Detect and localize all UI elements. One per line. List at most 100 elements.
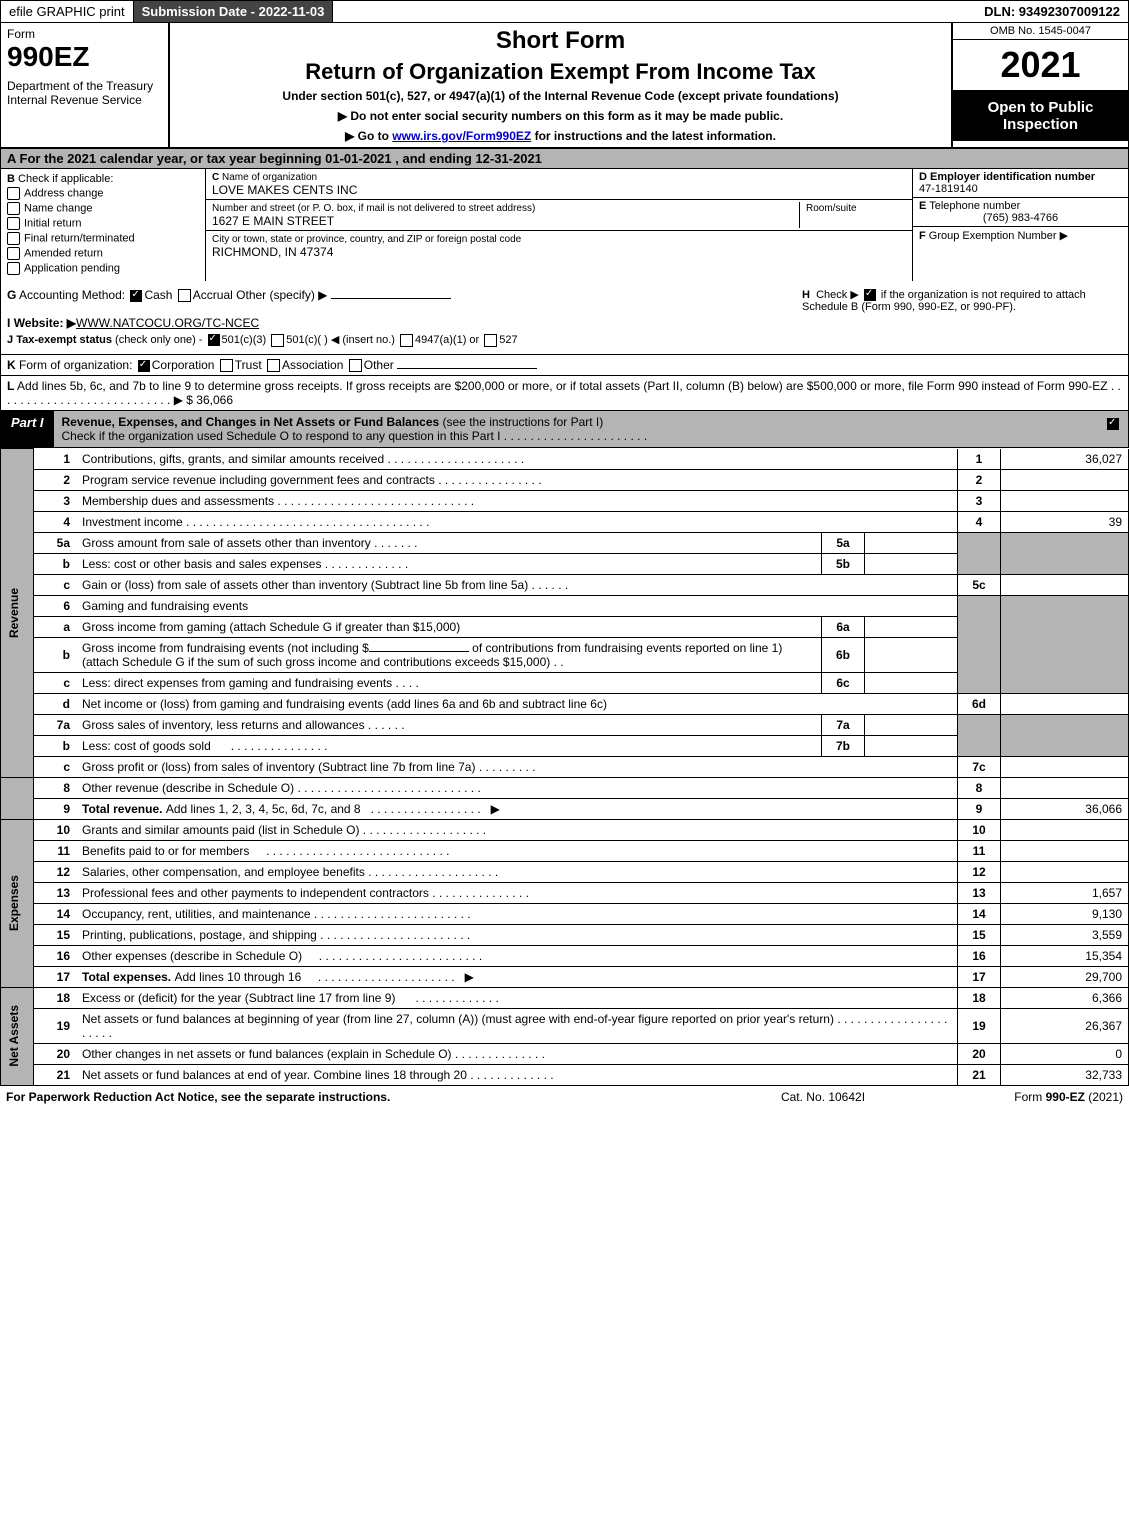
check-icon bbox=[208, 334, 220, 346]
gross-receipts-value: 36,066 bbox=[196, 393, 233, 407]
phone-value: (765) 983-4766 bbox=[919, 212, 1122, 224]
dept-treasury: Department of the Treasury Internal Reve… bbox=[7, 79, 162, 107]
form-number: 990EZ bbox=[7, 41, 162, 73]
table-row: 9 Total revenue. Add lines 1, 2, 3, 4, 5… bbox=[1, 798, 1129, 819]
line17-value: 29,700 bbox=[1001, 966, 1129, 987]
efile-label[interactable]: efile GRAPHIC print bbox=[1, 1, 134, 22]
revenue-table: Revenue 1 Contributions, gifts, grants, … bbox=[0, 448, 1129, 1086]
checkbox-icon bbox=[7, 217, 20, 230]
checkbox-icon[interactable] bbox=[349, 359, 362, 372]
cat-number: Cat. No. 10642I bbox=[723, 1090, 923, 1104]
l-row: L Add lines 5b, 6c, and 7b to line 9 to … bbox=[0, 376, 1129, 411]
col-b: B Check if applicable: Address change Na… bbox=[1, 169, 206, 281]
city-cell: City or town, state or province, country… bbox=[206, 231, 912, 261]
line10-value bbox=[1001, 819, 1129, 840]
form-label: Form bbox=[7, 27, 162, 41]
under-section: Under section 501(c), 527, or 4947(a)(1)… bbox=[180, 89, 941, 103]
line20-value: 0 bbox=[1001, 1043, 1129, 1064]
line7b-value bbox=[865, 735, 958, 756]
return-title: Return of Organization Exempt From Incom… bbox=[180, 59, 941, 85]
ein-value: 47-1819140 bbox=[919, 183, 978, 195]
irs-link[interactable]: www.irs.gov/Form990EZ bbox=[392, 129, 531, 143]
info-grid: B Check if applicable: Address change Na… bbox=[0, 169, 1129, 281]
line14-value: 9,130 bbox=[1001, 903, 1129, 924]
line5b-value bbox=[865, 553, 958, 574]
line19-value: 26,367 bbox=[1001, 1008, 1129, 1043]
contrib-input[interactable] bbox=[369, 651, 469, 652]
table-row: d Net income or (loss) from gaming and f… bbox=[1, 693, 1129, 714]
line21-value: 32,733 bbox=[1001, 1064, 1129, 1085]
table-row: 8 Other revenue (describe in Schedule O)… bbox=[1, 777, 1129, 798]
table-row: 7a Gross sales of inventory, less return… bbox=[1, 714, 1129, 735]
checkbox-icon[interactable] bbox=[400, 334, 413, 347]
other-specify-input[interactable] bbox=[331, 298, 451, 299]
top-bar: efile GRAPHIC print Submission Date - 20… bbox=[0, 0, 1129, 22]
org-name-cell: C Name of organization LOVE MAKES CENTS … bbox=[206, 169, 912, 200]
other-org-input[interactable] bbox=[397, 368, 537, 369]
street-cell: Number and street (or P. O. box, if mail… bbox=[206, 200, 912, 231]
line6c-value bbox=[865, 672, 958, 693]
expenses-side-label: Expenses bbox=[1, 819, 34, 987]
check-icon bbox=[138, 360, 150, 372]
line7c-value bbox=[1001, 756, 1129, 777]
city-state-zip: RICHMOND, IN 47374 bbox=[212, 245, 333, 259]
table-row: Net Assets 18 Excess or (deficit) for th… bbox=[1, 987, 1129, 1008]
table-row: 15 Printing, publications, postage, and … bbox=[1, 924, 1129, 945]
form-ref: Form 990-EZ (2021) bbox=[923, 1090, 1123, 1104]
checkbox-icon[interactable] bbox=[271, 334, 284, 347]
street-address: 1627 E MAIN STREET bbox=[212, 214, 334, 228]
check-icon bbox=[864, 289, 876, 301]
cb-final-return[interactable]: Final return/terminated bbox=[7, 232, 199, 245]
table-row: 12 Salaries, other compensation, and emp… bbox=[1, 861, 1129, 882]
cb-initial-return[interactable]: Initial return bbox=[7, 217, 199, 230]
header-mid: Short Form Return of Organization Exempt… bbox=[170, 23, 951, 147]
table-row: 17 Total expenses. Add lines 10 through … bbox=[1, 966, 1129, 987]
section-a: A For the 2021 calendar year, or tax yea… bbox=[0, 149, 1129, 169]
omb-number: OMB No. 1545-0047 bbox=[953, 23, 1128, 40]
checkbox-icon bbox=[7, 187, 20, 200]
checkbox-icon[interactable] bbox=[484, 334, 497, 347]
check-if-applicable: Check if applicable: bbox=[18, 173, 113, 185]
paperwork-notice: For Paperwork Reduction Act Notice, see … bbox=[6, 1090, 723, 1104]
checkbox-icon bbox=[7, 202, 20, 215]
netassets-side-label: Net Assets bbox=[1, 987, 34, 1085]
table-row: 16 Other expenses (describe in Schedule … bbox=[1, 945, 1129, 966]
part1-title: Revenue, Expenses, and Changes in Net As… bbox=[54, 411, 1098, 447]
checkbox-icon[interactable] bbox=[267, 359, 280, 372]
cb-name-change[interactable]: Name change bbox=[7, 202, 199, 215]
cb-amended-return[interactable]: Amended return bbox=[7, 247, 199, 260]
part1-label: Part I bbox=[1, 411, 54, 447]
checkbox-icon[interactable] bbox=[220, 359, 233, 372]
line3-value bbox=[1001, 490, 1129, 511]
header-block: Form 990EZ Department of the Treasury In… bbox=[0, 22, 1129, 149]
line9-value: 36,066 bbox=[1001, 798, 1129, 819]
line16-value: 15,354 bbox=[1001, 945, 1129, 966]
line4-value: 39 bbox=[1001, 511, 1129, 532]
table-row: 2 Program service revenue including gove… bbox=[1, 469, 1129, 490]
table-row: 14 Occupancy, rent, utilities, and maint… bbox=[1, 903, 1129, 924]
submission-date: Submission Date - 2022-11-03 bbox=[134, 1, 334, 22]
dln-label: DLN: 93492307009122 bbox=[976, 1, 1128, 22]
checkbox-icon[interactable] bbox=[178, 289, 191, 302]
table-row: 6 Gaming and fundraising events bbox=[1, 595, 1129, 616]
cb-application-pending[interactable]: Application pending bbox=[7, 262, 199, 275]
line18-value: 6,366 bbox=[1001, 987, 1129, 1008]
col-c: C Name of organization LOVE MAKES CENTS … bbox=[206, 169, 912, 281]
part1-header: Part I Revenue, Expenses, and Changes in… bbox=[0, 411, 1129, 448]
cb-address-change[interactable]: Address change bbox=[7, 187, 199, 200]
table-row: 11 Benefits paid to or for members . . .… bbox=[1, 840, 1129, 861]
phone-cell: E Telephone number (765) 983-4766 bbox=[913, 198, 1128, 227]
table-row: 19 Net assets or fund balances at beginn… bbox=[1, 1008, 1129, 1043]
line2-value bbox=[1001, 469, 1129, 490]
line6a-value bbox=[865, 616, 958, 637]
part1-checkbox[interactable] bbox=[1098, 411, 1128, 447]
open-to-public: Open to Public Inspection bbox=[953, 91, 1128, 141]
short-form-title: Short Form bbox=[180, 27, 941, 55]
group-exemption-cell: F Group Exemption Number ▶ bbox=[913, 227, 1128, 244]
table-row: c Gross profit or (loss) from sales of i… bbox=[1, 756, 1129, 777]
line6d-value bbox=[1001, 693, 1129, 714]
line5a-value bbox=[865, 532, 958, 553]
ein-cell: D Employer identification number 47-1819… bbox=[913, 169, 1128, 198]
line11-value bbox=[1001, 840, 1129, 861]
k-row: K Form of organization: Corporation Trus… bbox=[0, 355, 1129, 376]
